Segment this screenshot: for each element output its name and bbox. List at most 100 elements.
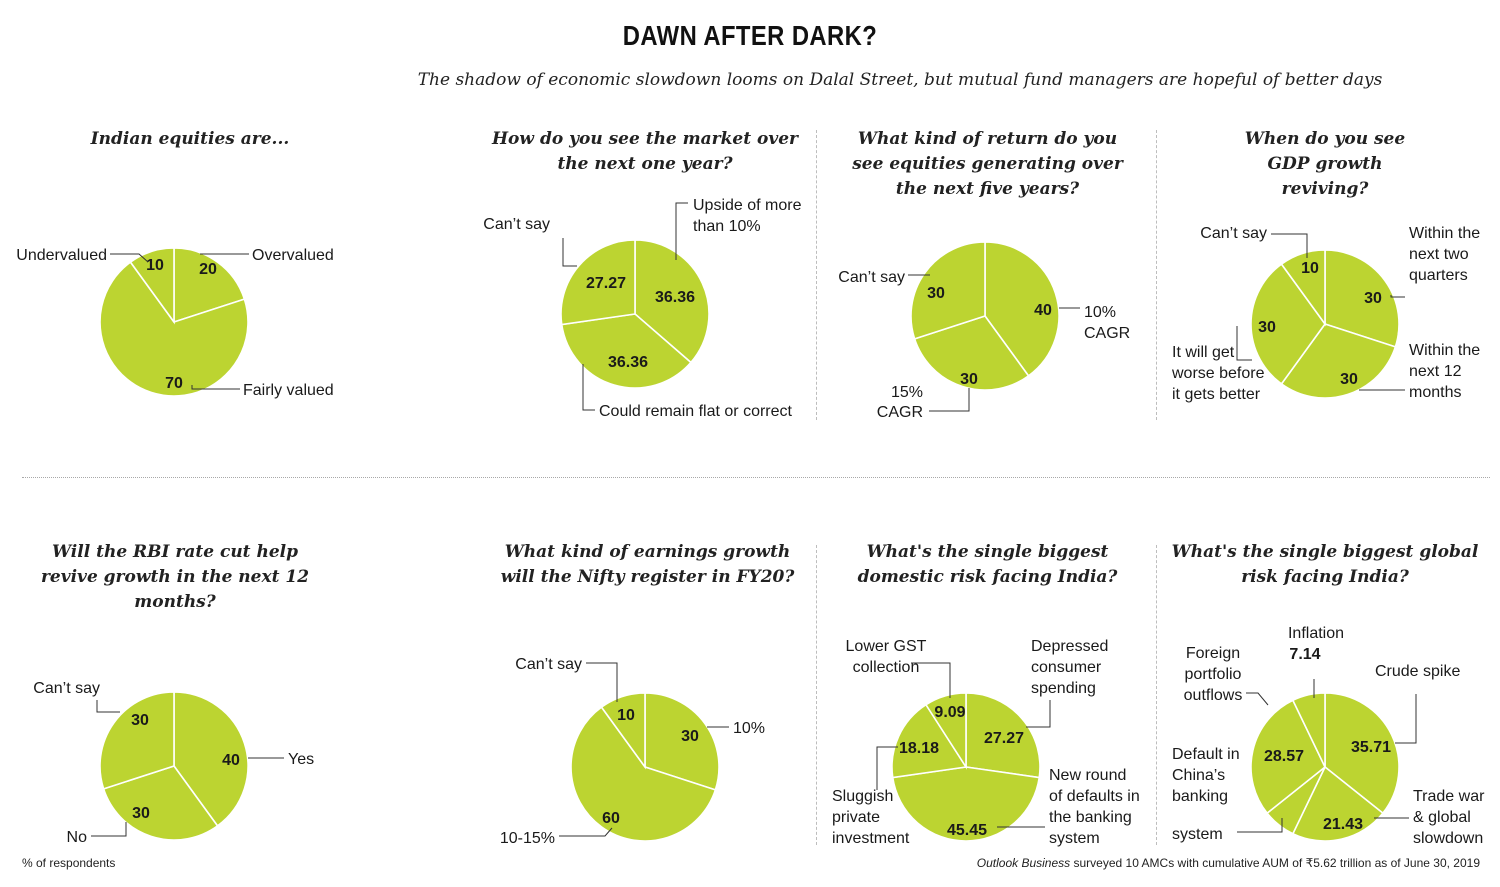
slice-value-label: 30 xyxy=(927,285,945,302)
pie-slice xyxy=(129,247,175,325)
slice-category-label: investment xyxy=(832,830,910,847)
pie-slice xyxy=(644,692,720,791)
slice-category-label: it gets better xyxy=(1172,386,1261,403)
slice-category-label: Crude spike xyxy=(1375,663,1460,680)
pie-slice xyxy=(570,706,717,842)
slice-category-label: Foreign xyxy=(1186,645,1240,662)
leader-line xyxy=(191,385,240,390)
slice-category-label: 10% xyxy=(733,720,765,737)
slice-value-label: 7.14 xyxy=(1289,646,1320,663)
slice-category-label: portfolio xyxy=(1185,666,1242,683)
slice-category-label: China’s xyxy=(1172,767,1225,784)
slice-category-label: & global xyxy=(1413,809,1471,826)
slice-category-label: months xyxy=(1409,384,1461,401)
pie-chart-4: 30 30 30 10 Within the next two quarters Within… xyxy=(1171,225,1480,403)
pie-slice xyxy=(99,691,175,790)
panel-title-7: What's the single biggest domestic risk … xyxy=(857,542,1118,587)
slice-category-label: Yes xyxy=(288,751,314,768)
slice-category-label: CAGR xyxy=(1084,325,1130,342)
slice-category-label: Overvalued xyxy=(252,247,334,264)
panel-title-6: What kind of earnings growth will the Ni… xyxy=(500,542,795,587)
leader-line xyxy=(559,827,613,837)
pie-slice xyxy=(600,692,646,770)
pie-chart-1: 20 70 10 Overvalued Fairly valued Undervalued xyxy=(16,247,334,399)
slice-value-label: 20 xyxy=(199,261,217,278)
pie-slice xyxy=(924,692,967,770)
footnote-respondents: % of respondents xyxy=(22,856,116,870)
slice-value-label: 21.43 xyxy=(1323,816,1363,833)
slice-category-label: spending xyxy=(1031,680,1096,697)
slice-category-label: the banking xyxy=(1049,809,1132,826)
pie-slice xyxy=(1324,692,1400,815)
page-title: DAWN AFTER DARK? xyxy=(622,20,878,51)
separator-vertical xyxy=(1156,130,1157,420)
slice-value-label: 35.71 xyxy=(1351,739,1391,756)
leader-line xyxy=(911,662,951,698)
slice-category-label: Upside of more xyxy=(693,197,802,214)
slice-value-label: 40 xyxy=(222,752,240,769)
slice-category-label: than 10% xyxy=(693,218,761,235)
slice-category-label: Sluggish xyxy=(832,788,893,805)
slice-value-label: 36.36 xyxy=(608,354,648,371)
slice-value-label: 18.18 xyxy=(899,740,939,757)
slice-category-label: Lower GST xyxy=(846,638,927,655)
slice-category-label: worse before xyxy=(1171,365,1265,382)
slice-category-label: system xyxy=(1049,830,1100,847)
pie-chart-5: 40 30 30 Yes No Can’t say xyxy=(33,680,314,846)
pie-chart-8: 35.71 21.43 28.57 Crude spike Trade war & glo… xyxy=(1172,625,1485,847)
slice-category-label: Can’t say xyxy=(483,216,550,233)
slice-value-label: 36.36 xyxy=(655,289,695,306)
pie-chart-2: 36.36 36.36 27.27 Upside of more than 10% Cou… xyxy=(483,197,801,420)
slice-value-label: 9.09 xyxy=(934,704,965,721)
slice-value-label: 27.27 xyxy=(984,730,1024,747)
slice-value-label: 30 xyxy=(1258,319,1276,336)
pie-slice xyxy=(560,313,693,389)
separator-vertical xyxy=(816,545,817,845)
leader-line xyxy=(1026,700,1051,728)
slice-category-label: Fairly valued xyxy=(243,382,334,399)
slice-category-label: Can’t say xyxy=(838,269,905,286)
pie-slice xyxy=(560,239,636,326)
slice-category-label: system xyxy=(1172,826,1223,843)
slice-category-label: Default in xyxy=(1172,746,1240,763)
slice-category-label: outflows xyxy=(1184,687,1243,704)
pie-slice xyxy=(891,766,1041,842)
pie-slice xyxy=(173,247,246,324)
slice-category-label: Within the xyxy=(1409,225,1480,242)
source-name: Outlook Business xyxy=(976,856,1071,870)
leader-line xyxy=(1237,818,1283,833)
leader-line xyxy=(876,746,898,790)
slice-category-label: Inflation xyxy=(1288,625,1344,642)
panel-title-4: When do you see GDP growth reviving? xyxy=(1244,129,1406,199)
pie-chart-6: 30 60 10 10% 10-15% Can’t say xyxy=(500,656,765,847)
slice-category-label: CAGR xyxy=(877,404,923,421)
panel-title-8: What's the single biggest global risk fa… xyxy=(1171,542,1479,587)
slice-category-label: 15% xyxy=(891,384,923,401)
slice-category-label: New round xyxy=(1049,767,1126,784)
slice-value-label: 30 xyxy=(681,728,699,745)
pie-chart-3: 40 30 30 10% CAGR 15% CAGR Can’t say xyxy=(838,241,1130,421)
slice-value-label: 30 xyxy=(960,371,978,388)
separator-vertical xyxy=(816,130,817,420)
leader-line xyxy=(582,364,595,411)
slice-category-label: Can’t say xyxy=(515,656,582,673)
source-text: surveyed 10 AMCs with cumulative AUM of … xyxy=(1070,856,1480,870)
leader-line xyxy=(675,202,688,260)
slice-value-label: 10 xyxy=(146,257,164,274)
slice-category-label: 10-15% xyxy=(500,830,555,847)
leader-line xyxy=(1236,326,1252,361)
pie-chart-7: 27.27 45.45 18.18 9.09 Depressed consumer spen… xyxy=(832,638,1140,847)
pie-slice xyxy=(1280,323,1397,399)
pie-slice xyxy=(1324,249,1400,348)
page-subtitle: The shadow of economic slowdown looms on… xyxy=(417,70,1383,90)
pie-slice xyxy=(910,241,986,340)
slice-value-label: 70 xyxy=(165,375,183,392)
slice-category-label: Trade war xyxy=(1413,788,1485,805)
slice-category-label: private xyxy=(832,809,880,826)
leader-line xyxy=(96,700,120,713)
slice-value-label: 28.57 xyxy=(1264,748,1304,765)
slice-value-label: 40 xyxy=(1034,302,1052,319)
leader-line xyxy=(1271,233,1308,258)
leader-line xyxy=(1395,694,1417,744)
slice-category-label: slowdown xyxy=(1413,830,1483,847)
